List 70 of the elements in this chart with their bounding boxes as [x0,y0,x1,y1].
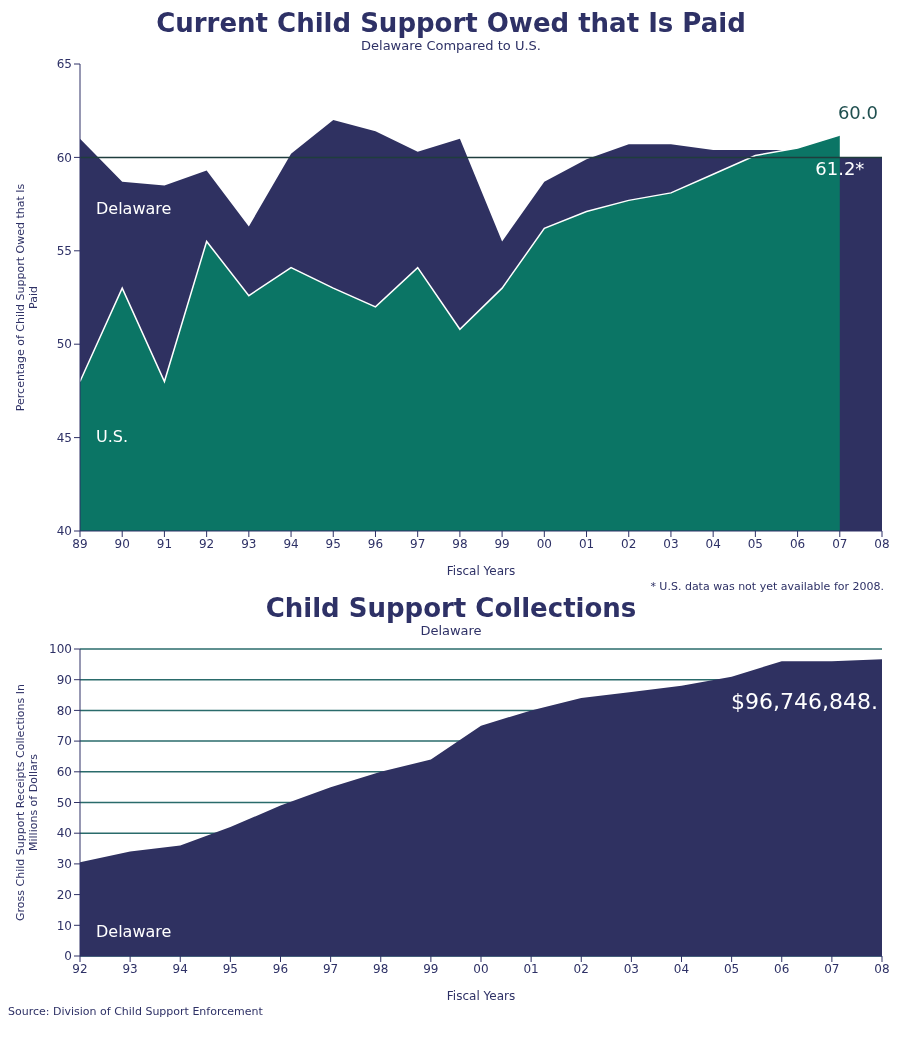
x-tick-label: 97 [322,961,339,976]
x-tick-label: 01 [523,961,539,976]
y-tick-label: 50 [56,795,72,810]
x-tick-label: 04 [705,536,721,551]
x-tick-label: 04 [673,961,690,976]
x-tick-label: 00 [536,536,552,551]
x-axis-title: Fiscal Years [446,564,516,578]
x-tick-label: 93 [122,961,138,976]
y-tick-label: 0 [64,949,72,964]
y-tick-label: 60 [56,765,72,780]
x-tick-label: 92 [198,536,215,551]
x-tick-label: 07 [832,536,848,551]
x-axis-title: Fiscal Years [446,989,516,1003]
chart-title: Child Support Collections [264,593,638,623]
x-tick-label: 08 [874,536,890,551]
x-tick-label: 94 [283,536,299,551]
y-tick-label: 30 [56,857,72,872]
y-tick-label: 55 [56,244,72,259]
x-tick-label: 97 [410,536,426,551]
y-axis-title: Gross Child Support Receipts Collections In Millions of Dollars [13,684,40,921]
x-tick-label: 00 [473,961,489,976]
x-tick-label: 05 [723,961,740,976]
y-tick-label: 90 [56,672,72,687]
chart-subtitle: Delaware Compared to U.S. [360,38,542,54]
annotation: 60.0 [837,102,878,124]
x-tick-label: 01 [578,536,595,551]
x-tick-label: 94 [172,961,188,976]
x-tick-label: 08 [874,961,890,976]
x-tick-label: 95 [222,961,239,976]
y-tick-label: 40 [56,826,72,841]
chart-title: Current Child Support Owed that Is Paid [155,8,747,38]
x-tick-label: 02 [573,961,589,976]
x-tick-label: 91 [156,536,173,551]
x-tick-label: 99 [423,961,439,976]
x-tick-label: 98 [452,536,468,551]
series-label: Delaware [96,922,172,942]
x-tick-label: 96 [272,961,289,976]
y-tick-label: 50 [56,337,72,352]
y-tick-label: 60 [56,150,72,165]
y-tick-label: 80 [56,703,72,718]
x-tick-label: 93 [241,536,257,551]
source-note: Source: Division of Child Support Enforcement [8,1005,264,1018]
x-tick-label: 03 [663,536,679,551]
y-tick-label: 40 [56,524,72,539]
y-axis-title: Percentage of Child Support Owed that Is Paid [13,183,40,412]
series-label: Delaware [96,198,172,218]
y-tick-label: 20 [56,887,72,902]
x-tick-label: 07 [824,961,840,976]
y-tick-label: 70 [56,734,72,749]
chart-subtitle: Delaware [419,623,483,639]
x-tick-label: 06 [774,961,790,976]
x-tick-label: 96 [367,536,384,551]
x-tick-label: 03 [623,961,640,976]
x-tick-label: 99 [494,536,510,551]
y-tick-label: 100 [49,642,72,657]
series-label: U.S. [96,426,129,446]
x-tick-label: 90 [114,536,130,551]
x-tick-label: 92 [72,961,88,976]
x-tick-label: 89 [72,536,88,551]
x-tick-label: 95 [325,536,341,551]
x-tick-label: 02 [621,536,637,551]
x-tick-label: 05 [747,536,764,551]
x-tick-label: 98 [373,961,389,976]
y-tick-label: 45 [56,430,72,445]
text: * U.S. data was not yet available for 2008. [649,580,885,593]
annotation: 61.2* [815,157,865,179]
annotation: $96,746,848. [731,689,878,715]
y-tick-label: 65 [56,57,72,72]
y-tick-label: 10 [56,918,72,933]
x-tick-label: 06 [789,536,806,551]
